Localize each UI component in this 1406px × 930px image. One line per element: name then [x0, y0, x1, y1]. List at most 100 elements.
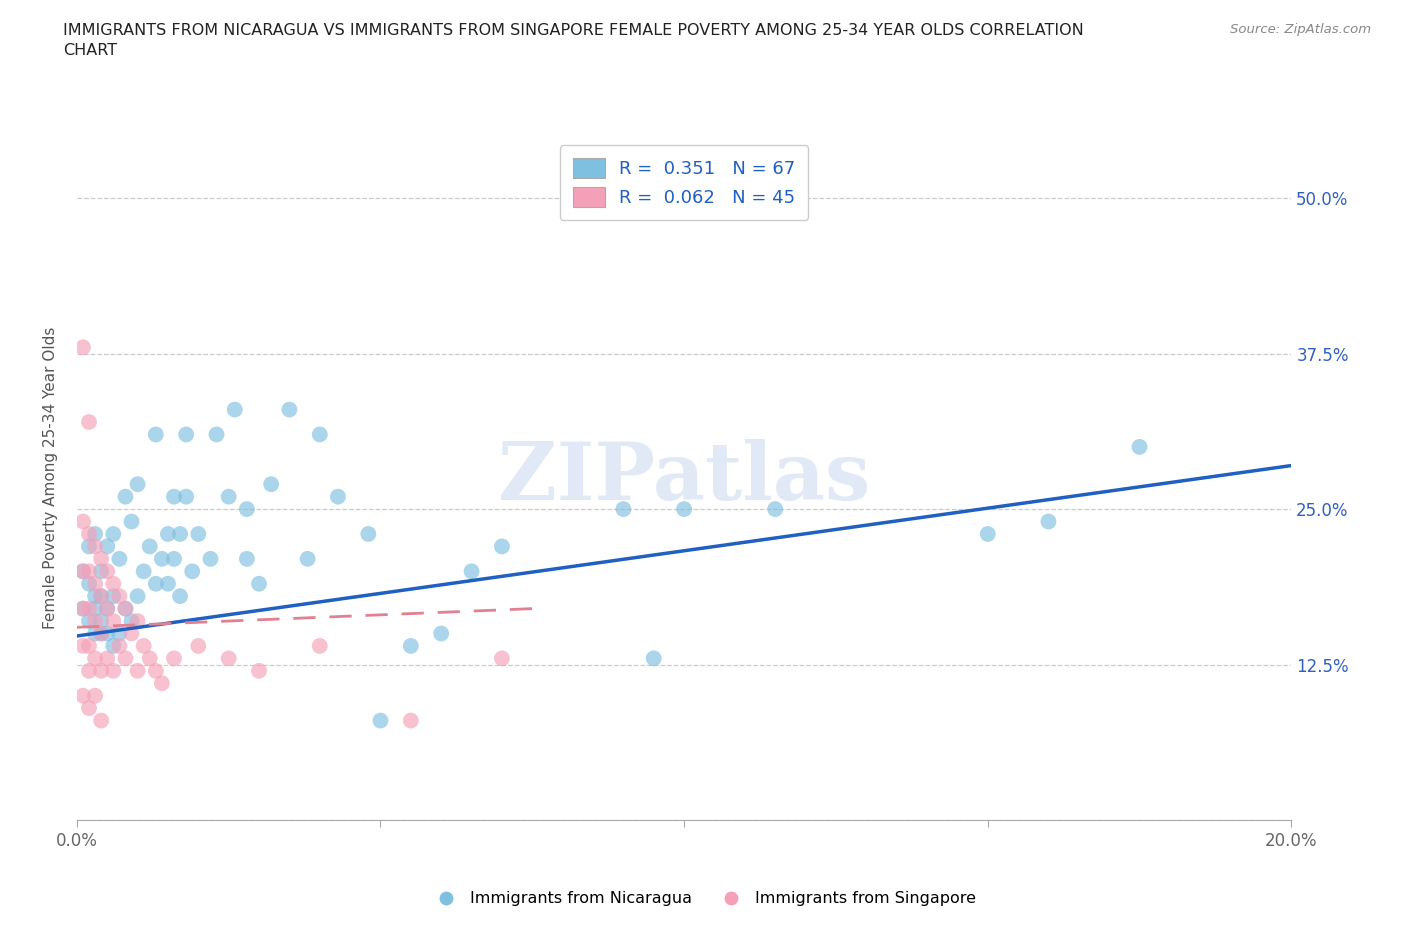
- Point: [247, 577, 270, 591]
- Point: [96, 626, 118, 641]
- Point: [90, 626, 112, 641]
- Point: [108, 626, 131, 641]
- Point: [163, 489, 186, 504]
- Point: [77, 700, 100, 715]
- Point: [84, 688, 107, 703]
- Point: [491, 651, 513, 666]
- Legend: R =  0.351   N = 67, R =  0.062   N = 45: R = 0.351 N = 67, R = 0.062 N = 45: [560, 145, 808, 220]
- Text: ZIPatlas: ZIPatlas: [498, 439, 870, 517]
- Point: [90, 614, 112, 629]
- Point: [77, 526, 100, 541]
- Point: [77, 564, 100, 578]
- Point: [72, 639, 94, 654]
- Point: [643, 651, 665, 666]
- Point: [103, 577, 125, 591]
- Point: [673, 501, 696, 516]
- Point: [169, 589, 191, 604]
- Point: [218, 651, 240, 666]
- Point: [121, 626, 143, 641]
- Point: [218, 489, 240, 504]
- Point: [72, 564, 94, 578]
- Point: [1128, 440, 1150, 455]
- Point: [308, 639, 330, 654]
- Point: [399, 713, 422, 728]
- Point: [72, 688, 94, 703]
- Point: [132, 564, 155, 578]
- Point: [72, 514, 94, 529]
- Point: [77, 614, 100, 629]
- Point: [77, 415, 100, 430]
- Point: [96, 601, 118, 616]
- Point: [77, 601, 100, 616]
- Point: [103, 663, 125, 678]
- Point: [108, 551, 131, 566]
- Point: [96, 651, 118, 666]
- Point: [72, 601, 94, 616]
- Point: [84, 539, 107, 554]
- Point: [163, 551, 186, 566]
- Text: IMMIGRANTS FROM NICARAGUA VS IMMIGRANTS FROM SINGAPORE FEMALE POVERTY AMONG 25-3: IMMIGRANTS FROM NICARAGUA VS IMMIGRANTS …: [63, 23, 1084, 58]
- Point: [977, 526, 1000, 541]
- Point: [84, 651, 107, 666]
- Point: [174, 489, 197, 504]
- Point: [181, 564, 204, 578]
- Point: [114, 651, 136, 666]
- Point: [77, 539, 100, 554]
- Point: [150, 676, 173, 691]
- Point: [612, 501, 634, 516]
- Point: [156, 526, 179, 541]
- Point: [84, 589, 107, 604]
- Point: [103, 639, 125, 654]
- Point: [96, 564, 118, 578]
- Point: [260, 477, 283, 492]
- Point: [1038, 514, 1060, 529]
- Point: [72, 601, 94, 616]
- Point: [127, 614, 149, 629]
- Point: [297, 551, 319, 566]
- Point: [169, 526, 191, 541]
- Point: [138, 539, 160, 554]
- Point: [200, 551, 222, 566]
- Point: [90, 663, 112, 678]
- Point: [145, 427, 167, 442]
- Point: [145, 577, 167, 591]
- Point: [77, 577, 100, 591]
- Y-axis label: Female Poverty Among 25-34 Year Olds: Female Poverty Among 25-34 Year Olds: [44, 326, 58, 630]
- Point: [127, 477, 149, 492]
- Point: [127, 663, 149, 678]
- Point: [460, 564, 482, 578]
- Point: [150, 551, 173, 566]
- Point: [90, 551, 112, 566]
- Point: [108, 589, 131, 604]
- Point: [205, 427, 228, 442]
- Point: [90, 564, 112, 578]
- Text: Source: ZipAtlas.com: Source: ZipAtlas.com: [1230, 23, 1371, 36]
- Point: [132, 639, 155, 654]
- Point: [114, 489, 136, 504]
- Point: [308, 427, 330, 442]
- Point: [326, 489, 349, 504]
- Point: [138, 651, 160, 666]
- Point: [399, 639, 422, 654]
- Point: [114, 601, 136, 616]
- Point: [121, 514, 143, 529]
- Point: [114, 601, 136, 616]
- Point: [145, 663, 167, 678]
- Point: [187, 639, 209, 654]
- Point: [103, 614, 125, 629]
- Point: [103, 526, 125, 541]
- Point: [236, 551, 259, 566]
- Point: [187, 526, 209, 541]
- Point: [370, 713, 392, 728]
- Point: [96, 601, 118, 616]
- Point: [357, 526, 380, 541]
- Point: [96, 539, 118, 554]
- Point: [491, 539, 513, 554]
- Point: [156, 577, 179, 591]
- Point: [84, 614, 107, 629]
- Point: [224, 402, 246, 417]
- Point: [72, 340, 94, 355]
- Point: [90, 713, 112, 728]
- Point: [127, 589, 149, 604]
- Point: [174, 427, 197, 442]
